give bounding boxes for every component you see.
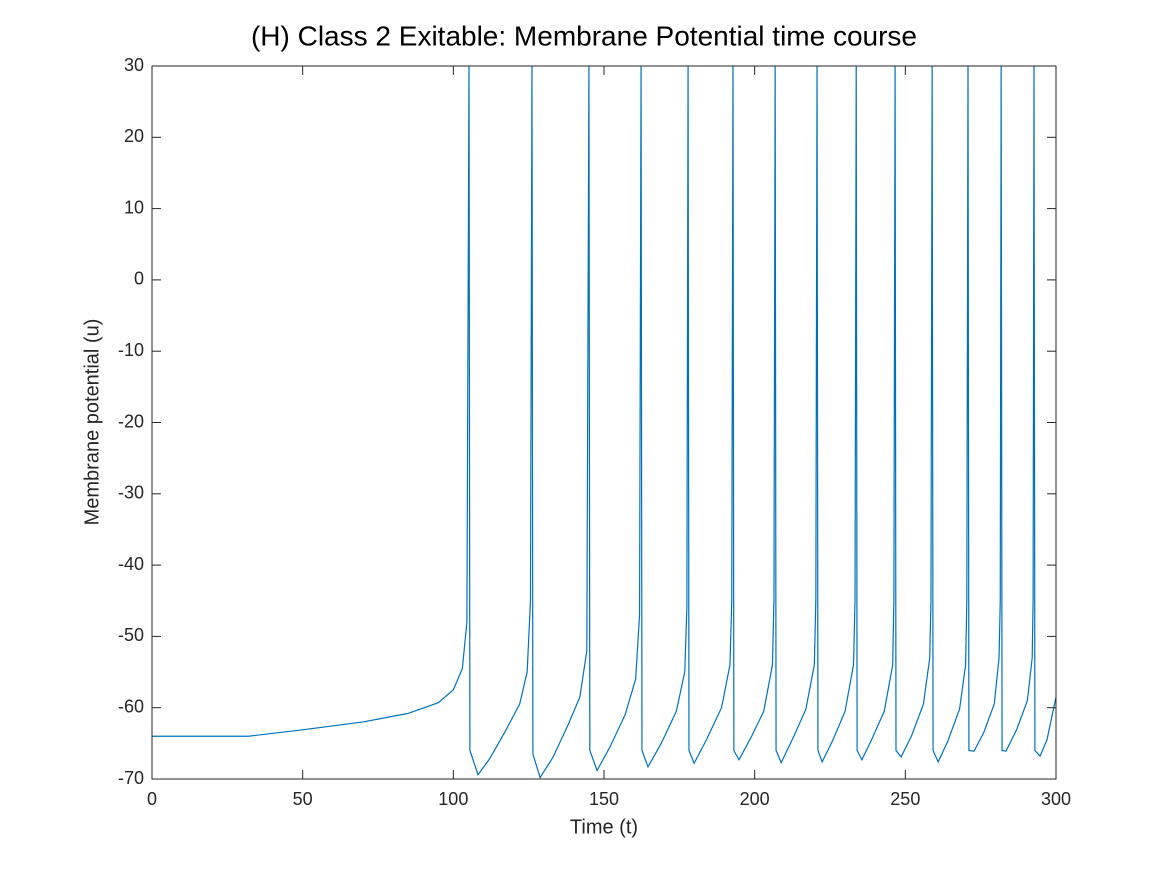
x-axis-label: Time (t) — [570, 816, 638, 838]
data-line — [152, 65, 1057, 779]
y-tick-label: -20 — [118, 411, 144, 431]
x-tick-label: 150 — [589, 789, 619, 809]
y-tick-label: -40 — [118, 554, 144, 574]
y-axis-label: Membrane potential (u) — [81, 319, 103, 526]
x-tick-label: 0 — [147, 789, 157, 809]
y-tick-label: 0 — [134, 269, 144, 289]
x-tick-label: 50 — [293, 789, 313, 809]
y-tick-label: 10 — [124, 197, 144, 217]
x-tick-label: 200 — [740, 789, 770, 809]
x-tick-label: 300 — [1041, 789, 1071, 809]
y-tick-label: -70 — [118, 768, 144, 788]
y-tick-label: -10 — [118, 340, 144, 360]
x-tick-label: 100 — [438, 789, 468, 809]
y-tick-label: -50 — [118, 625, 144, 645]
y-tick-label: -30 — [118, 483, 144, 503]
plot-area — [152, 66, 1056, 779]
y-tick-label: 20 — [124, 126, 144, 146]
x-tick-label: 250 — [890, 789, 920, 809]
y-tick-label: -60 — [118, 696, 144, 716]
y-tick-label: 30 — [124, 55, 144, 75]
chart-title: (H) Class 2 Exitable: Membrane Potential… — [251, 20, 917, 51]
